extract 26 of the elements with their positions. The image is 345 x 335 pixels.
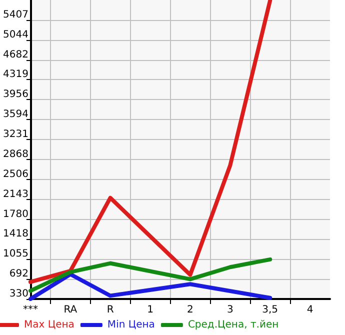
y-tick-label: 2143 bbox=[2, 188, 28, 200]
y-tick-label: 692 bbox=[9, 268, 28, 280]
y-tick-label: 5407 bbox=[2, 9, 28, 20]
y-tick-label: 2868 bbox=[2, 148, 28, 160]
y-tick-label: 330 bbox=[9, 288, 28, 300]
x-tick-label: R bbox=[106, 304, 114, 316]
y-tick-label: 1418 bbox=[2, 228, 28, 240]
x-tick-label: *** bbox=[22, 304, 38, 316]
x-tick-label: RA bbox=[64, 304, 78, 316]
x-tick-label: 2 bbox=[187, 304, 194, 316]
x-tick-label: 3 bbox=[226, 304, 234, 316]
legend-label: Min Цена bbox=[107, 320, 155, 330]
y-tick-label: 3594 bbox=[2, 109, 28, 120]
y-tick-label: 1055 bbox=[2, 248, 28, 260]
y-tick-label: 4682 bbox=[2, 49, 28, 60]
x-tick-label: 3,5 bbox=[262, 304, 278, 316]
legend-label: Сред.Цена, т.йен bbox=[188, 320, 279, 330]
y-tick-label: 3231 bbox=[2, 129, 28, 140]
y-tick-label: 4319 bbox=[2, 69, 28, 80]
y-tick-label: 1780 bbox=[2, 208, 28, 220]
legend-label: Max Цена bbox=[24, 320, 74, 330]
y-tick-label: 5044 bbox=[2, 29, 28, 40]
y-tick-label: 3956 bbox=[2, 89, 28, 100]
x-tick-label: 1 bbox=[147, 304, 154, 316]
x-tick-label: 4 bbox=[306, 304, 314, 316]
y-tick-label: 2506 bbox=[2, 168, 28, 180]
